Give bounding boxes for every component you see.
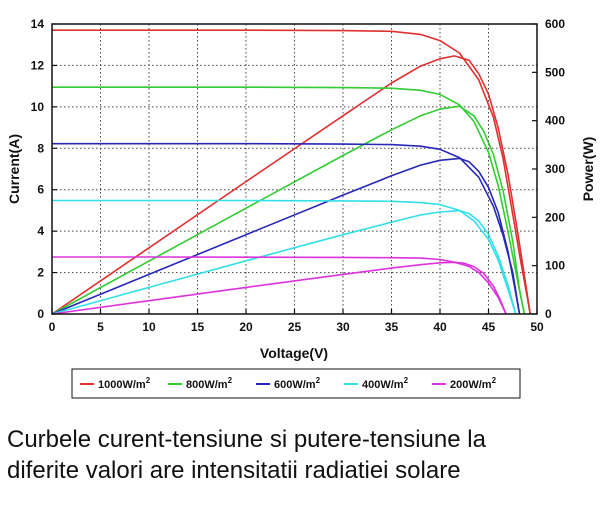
caption-line-2: diferite valori are intensitatii radiati… [7, 457, 461, 484]
legend-label-800w-m: 800W/m2 [186, 376, 233, 391]
pv-curve-200w-m [51, 261, 507, 315]
y-tick-label: 4 [37, 224, 44, 238]
caption-line-1: Curbele curent-tensiune si putere-tensiu… [7, 426, 486, 453]
y2-tick-label: 100 [545, 259, 565, 273]
iv-curve-400w-m [52, 199, 517, 315]
y2-axis-title: Power(W) [580, 137, 596, 202]
chart: 0 5 10 15 20 25 30 35 40 45 5002468101214010020030… [6, 17, 596, 399]
y2-tick-label: 200 [545, 210, 565, 224]
y2-tick-label: 300 [545, 162, 565, 176]
y-tick-label: 6 [37, 183, 44, 197]
y-tick-label: 12 [31, 58, 45, 72]
x-tick-label: 35 [385, 320, 399, 334]
x-tick-label: 50 [530, 320, 544, 334]
legend: 1000W/m2 800W/m2 600W/m2 400W/m2 200W/m2 [80, 376, 497, 391]
y2-tick-label: 0 [545, 307, 552, 321]
figure-caption: Curbele curent-tensiune si putere-tensiu… [7, 424, 597, 486]
x-tick-label: 40 [433, 320, 447, 334]
iv-curve-1000w-m [52, 29, 531, 315]
iv-curve-800w-m [52, 86, 526, 315]
x-axis-title: Voltage(V) [260, 345, 328, 361]
y-tick-label: 0 [37, 307, 44, 321]
x-tick-label: 0 [49, 320, 56, 334]
y-tick-label: 8 [37, 141, 44, 155]
y-tick-label: 14 [31, 17, 45, 31]
pv-curve-1000w-m [51, 55, 531, 315]
axis-ticks: 0 5 10 15 20 25 30 35 40 45 5002468101214010020030… [31, 17, 566, 334]
x-tick-label: 5 [97, 320, 104, 334]
y-axis-title: Current(A) [6, 134, 22, 204]
iv-curve-200w-m [52, 256, 507, 315]
pv-curve-800w-m [51, 105, 526, 315]
pv-curve-600w-m [51, 157, 521, 315]
grid-lines [52, 24, 537, 314]
x-tick-label: 45 [482, 320, 496, 334]
x-tick-label: 25 [288, 320, 302, 334]
y2-tick-label: 600 [545, 17, 565, 31]
x-tick-label: 30 [336, 320, 350, 334]
x-tick-label: 15 [191, 320, 205, 334]
y-tick-label: 2 [37, 266, 44, 280]
x-tick-label: 20 [239, 320, 253, 334]
legend-label-400w-m: 400W/m2 [362, 376, 409, 391]
iv-curve-600w-m [52, 142, 521, 315]
legend-label-200w-m: 200W/m2 [450, 376, 497, 391]
x-tick-label: 10 [142, 320, 156, 334]
y2-tick-label: 400 [545, 114, 565, 128]
legend-label-600w-m: 600W/m2 [274, 376, 321, 391]
y2-tick-label: 500 [545, 65, 565, 79]
y-tick-label: 10 [31, 100, 45, 114]
plot-series [51, 29, 531, 315]
legend-label-1000w-m: 1000W/m2 [98, 376, 151, 391]
